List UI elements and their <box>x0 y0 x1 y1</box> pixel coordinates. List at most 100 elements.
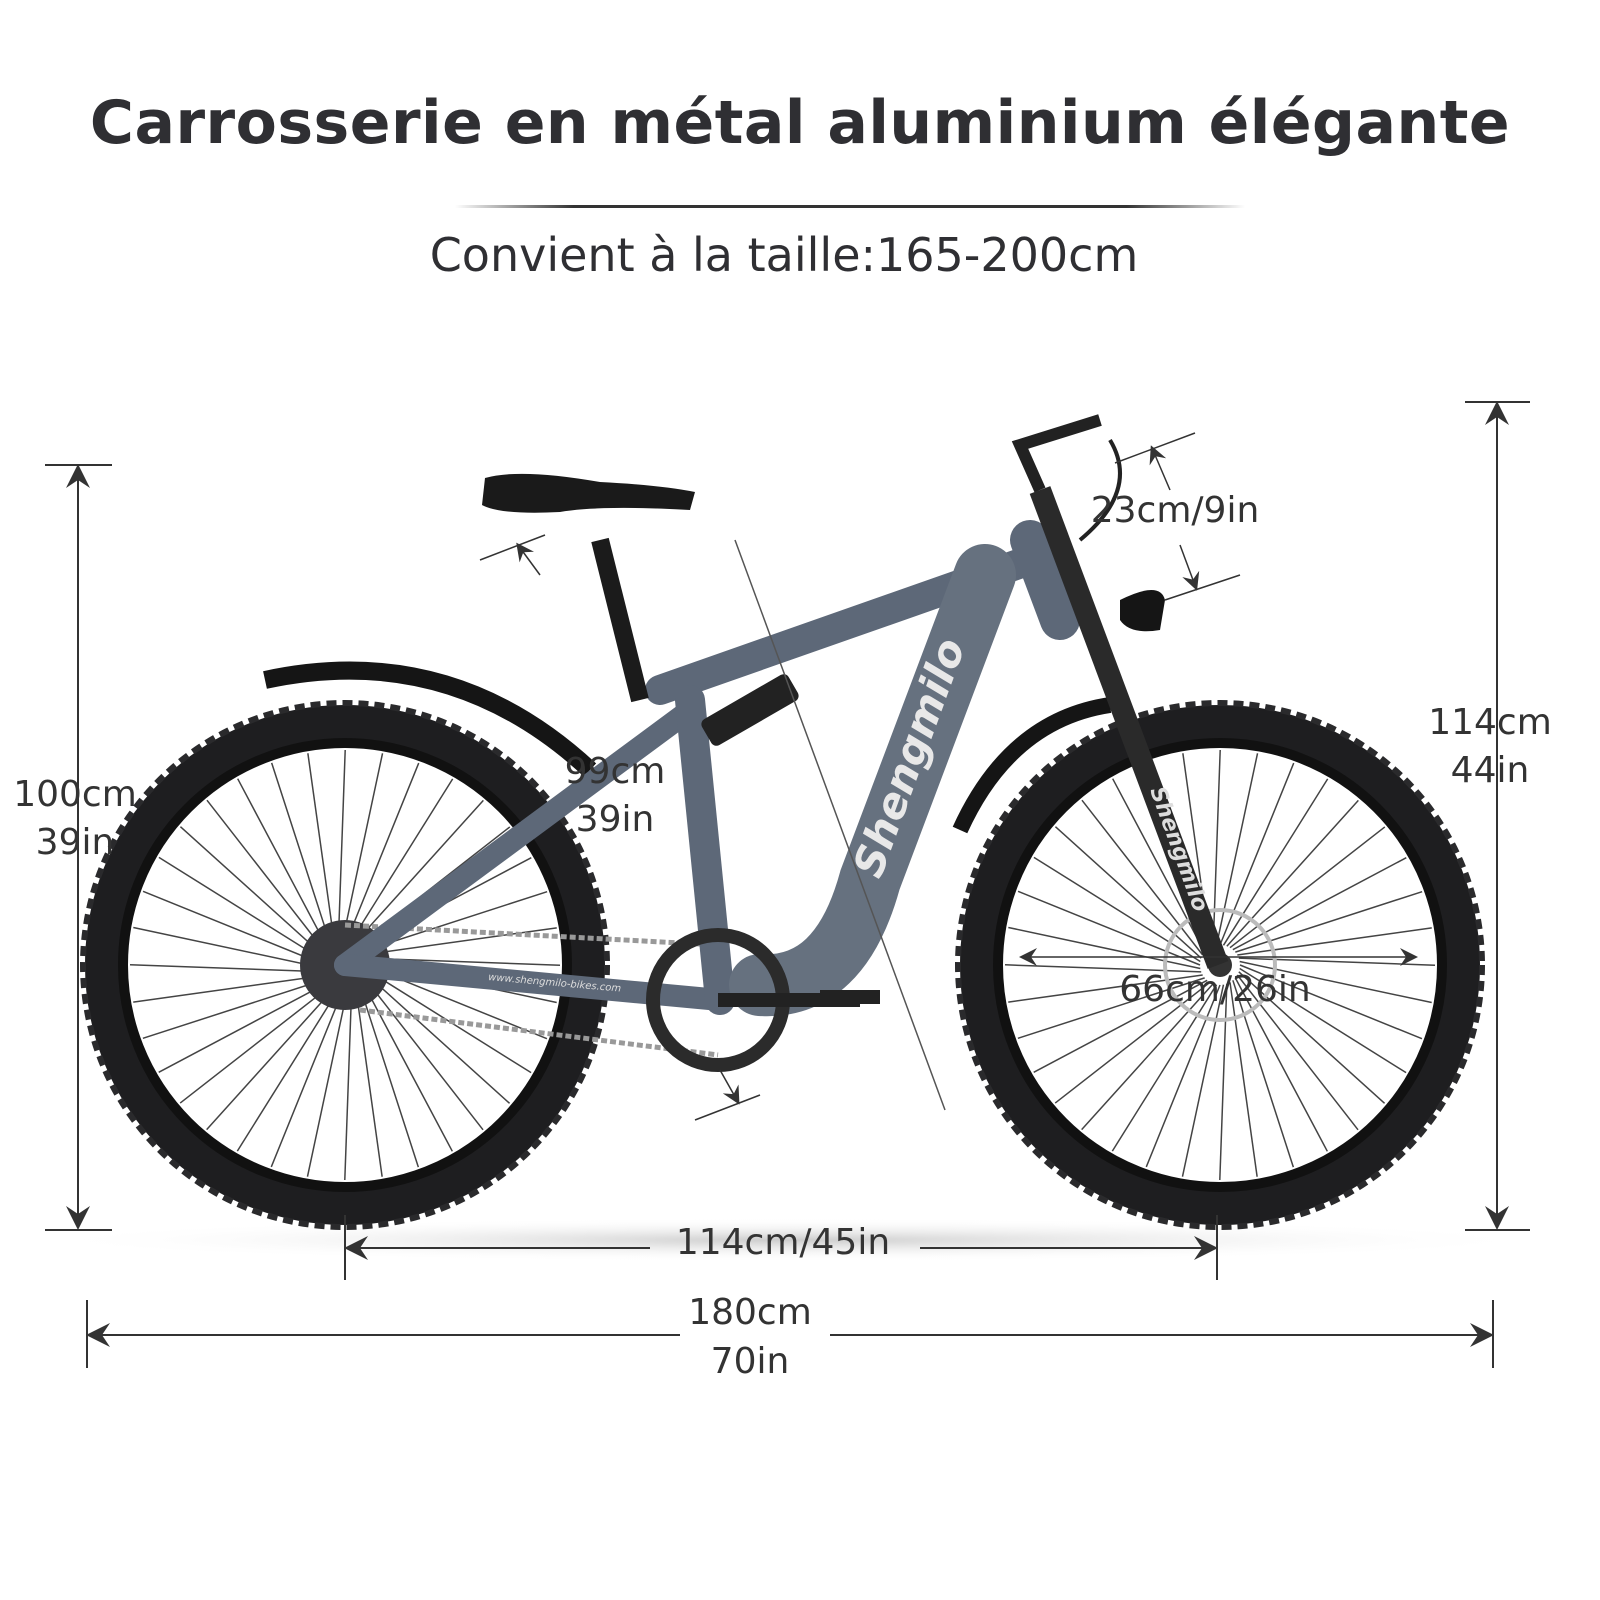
length-cm-label: 180cm <box>688 1292 812 1333</box>
wheel-spoke <box>1234 977 1328 1152</box>
wheel-spoke <box>347 778 454 946</box>
wheel-spoke <box>344 762 420 946</box>
wheel-spoke <box>142 977 330 1040</box>
ground-shadow <box>30 1218 1550 1262</box>
handlebar <box>1011 414 1102 493</box>
wheel-spoke <box>1145 984 1221 1168</box>
wheel-spoke <box>1111 984 1218 1152</box>
wheel-spoke <box>351 799 484 947</box>
wheel-spoke <box>1017 977 1205 1040</box>
wheel-spoke <box>133 926 326 970</box>
seatpost <box>591 537 649 703</box>
wheel-spoke <box>1219 983 1228 1181</box>
wheel-spoke <box>359 977 453 1152</box>
seat-to-pedal-in-label: 39in <box>575 799 655 840</box>
wheel-spoke <box>1232 857 1407 951</box>
wheel-spoke <box>1212 749 1221 947</box>
fork-brand-logo: Shengmilo <box>1144 784 1212 916</box>
wheel-spoke <box>1229 982 1258 1177</box>
wheel-spoke <box>1239 960 1432 1004</box>
rear-shock <box>701 674 799 746</box>
wheel-spoke <box>179 826 327 959</box>
wheel-spoke <box>158 979 333 1073</box>
wheel-spoke <box>1215 753 1259 946</box>
wheel-spoke <box>337 749 346 947</box>
wheel-spoke <box>1054 826 1202 959</box>
wheel-spoke <box>362 927 557 956</box>
wheel-spoke <box>206 799 329 956</box>
frame <box>334 520 1080 1017</box>
wheel-spoke <box>1112 778 1206 953</box>
rear-fender <box>263 661 597 777</box>
wheel-spoke <box>237 778 331 953</box>
wheel-spoke <box>1237 927 1432 956</box>
wheel-spoke <box>344 983 353 1181</box>
wheel-spoke <box>1017 890 1201 966</box>
wheel-spoke <box>1081 799 1204 956</box>
wheel-spoke <box>1033 856 1201 963</box>
seat-height-in-label: 39in <box>35 822 115 863</box>
wheel-spoke <box>1033 979 1208 1073</box>
page-subtitle: Convient à la taille:165-200cm <box>429 228 1139 282</box>
wheel-diameter-label: 66cm/26in <box>1119 969 1311 1010</box>
chain <box>344 922 719 1058</box>
seat-to-pedal-cm-label: 99cm <box>564 751 666 792</box>
wheel-spoke <box>361 974 484 1131</box>
wheel-spoke <box>1236 974 1359 1131</box>
length-dimension <box>86 1300 1494 1368</box>
wheel-spoke <box>1222 778 1329 946</box>
handlebar-dimension <box>1114 432 1241 601</box>
wheel-spoke <box>206 983 339 1131</box>
headlight <box>1120 590 1165 632</box>
wheel-spoke <box>236 984 343 1152</box>
wheelbase-dimension <box>344 1215 1218 1280</box>
wheel-spoke <box>364 967 532 1074</box>
seat-to-pedal-dimension <box>479 534 946 1121</box>
handlebar-label: 23cm/9in <box>1090 490 1260 531</box>
wheel-spoke <box>1008 974 1203 1003</box>
length-in-label: 70in <box>710 1341 790 1382</box>
wheel-spoke <box>357 980 420 1168</box>
seat-height-cm-label: 100cm <box>13 774 137 815</box>
wheel-spoke <box>1238 971 1386 1104</box>
wheel-spoke <box>354 982 383 1177</box>
total-height-dimension <box>1465 401 1530 1231</box>
wheel-spoke <box>158 856 326 963</box>
wheel-spoke <box>1054 981 1211 1104</box>
wheel-spoke <box>340 753 384 946</box>
wheel-spoke <box>1219 762 1295 946</box>
total-height-in-label: 44in <box>1450 750 1530 791</box>
brake-cable <box>1078 438 1122 542</box>
wheel-spoke <box>1239 967 1407 1074</box>
front-fender <box>952 697 1112 834</box>
wheel-spoke <box>1238 957 1436 966</box>
title-divider <box>455 205 1245 208</box>
wheel-spoke <box>1008 926 1201 970</box>
wheel-spoke <box>1181 984 1225 1177</box>
wheel-spoke <box>142 890 326 966</box>
page-title: Carrosserie en métal aluminium élégante <box>89 88 1511 158</box>
disc-rotor <box>1163 908 1277 1022</box>
wheel-spoke <box>179 981 336 1104</box>
saddle <box>482 473 695 513</box>
seat-height-dimension <box>45 464 112 1231</box>
wheel-spoke <box>1004 964 1202 973</box>
front-fork <box>1029 486 1229 969</box>
wheel-spoke <box>1235 890 1423 953</box>
wheel-spoke <box>1232 980 1295 1168</box>
wheel-spoke <box>363 971 511 1104</box>
rear-wheel <box>80 700 610 1230</box>
wheel-spoke <box>129 964 327 973</box>
total-height-cm-label: 114cm <box>1428 702 1552 743</box>
wheel-spoke <box>270 762 333 950</box>
front-wheel <box>955 700 1485 1230</box>
wheel-spoke <box>270 984 346 1168</box>
wheel-spoke <box>306 984 350 1177</box>
wheelbase-label: 114cm/45in <box>675 1222 891 1263</box>
wheel-spoke <box>307 753 336 948</box>
wheel-spoke <box>133 974 328 1003</box>
wheel-spoke <box>1081 983 1214 1131</box>
wheel-spoke <box>1226 799 1359 947</box>
wheel-spoke <box>1229 826 1386 949</box>
